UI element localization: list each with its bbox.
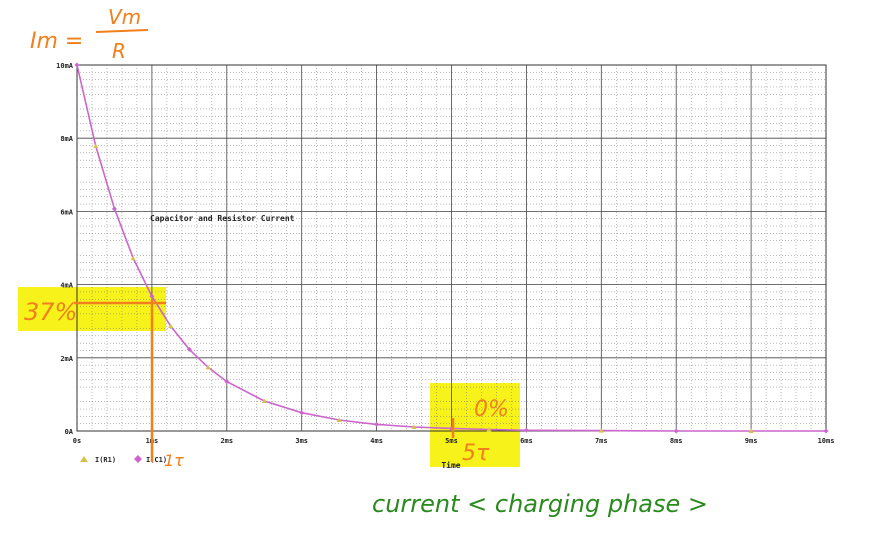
label-1tau: 1τ — [164, 451, 184, 470]
formula-lhs: Im = — [30, 29, 83, 54]
series-layer — [74, 62, 829, 434]
legend-marker-ic1 — [134, 455, 142, 463]
chart-title: Capacitor and Resistor Current — [150, 213, 295, 223]
x-tick-label: 4ms — [370, 437, 383, 445]
point-ir1 — [261, 398, 267, 403]
point-ir1 — [748, 428, 754, 433]
x-tick-label: 7ms — [595, 437, 608, 445]
point-ir1 — [486, 427, 492, 432]
legend-marker-ir1 — [80, 456, 88, 462]
y-tick-label: 6mA — [60, 208, 73, 216]
fraction-bar — [95, 29, 149, 33]
caption: current < charging phase > — [372, 490, 708, 518]
x-tick-label: 6ms — [520, 437, 533, 445]
point-ir1 — [205, 364, 211, 370]
point-ic1 — [74, 62, 80, 68]
point-ic1 — [149, 293, 155, 299]
x-tick-label: 9ms — [745, 437, 758, 445]
formula-denominator: R — [112, 39, 126, 63]
formula-numerator: Vm — [108, 5, 141, 29]
label-37-pct: 37% — [24, 298, 77, 326]
x-tick-label: 3ms — [295, 437, 308, 445]
tau-annotations: 37% 1τ 0% 5τ — [24, 298, 509, 470]
point-ir1 — [93, 143, 99, 148]
x-tick-label: 10ms — [818, 437, 835, 445]
x-tick-label: 8ms — [670, 437, 683, 445]
y-tick-label: 8mA — [60, 135, 73, 143]
point-ic1 — [299, 410, 305, 416]
y-tick-label: 0A — [65, 428, 74, 436]
point-ir1 — [168, 323, 174, 328]
x-tick-labels: 0s1ms2ms3ms4ms5ms6ms7ms8ms9ms10ms — [73, 437, 835, 445]
point-ir1 — [598, 428, 604, 433]
point-ir1 — [130, 255, 136, 261]
y-tick-label: 2mA — [60, 355, 73, 363]
minor-grid — [77, 65, 826, 431]
legend-label-ic1: I(C1) — [146, 456, 167, 464]
point-ic1 — [186, 346, 192, 352]
point-ir1 — [336, 417, 342, 423]
x-tick-label: 0s — [73, 437, 81, 445]
y-tick-label: 4mA — [60, 282, 73, 290]
legend: I(R1) I(C1) — [80, 455, 167, 464]
highlight-5tau — [430, 383, 520, 467]
x-axis-label: Time — [441, 460, 460, 470]
point-ic1 — [224, 379, 230, 385]
label-0-pct: 0% — [474, 397, 509, 422]
x-tick-label: 2ms — [220, 437, 233, 445]
point-ir1 — [411, 424, 417, 429]
point-ic1 — [523, 427, 529, 433]
point-ic1 — [823, 428, 829, 434]
x-tick-label: 5ms — [445, 437, 458, 445]
point-ic1 — [374, 421, 380, 427]
label-5tau: 5τ — [462, 441, 490, 466]
point-ic1 — [673, 428, 679, 434]
legend-label-ir1: I(R1) — [95, 456, 116, 464]
formula-annotation: Im = Vm R — [30, 5, 149, 63]
y-tick-label: 10mA — [56, 62, 74, 70]
point-ic1 — [111, 206, 117, 212]
y-tick-labels: 0A 2mA 4mA 6mA 8mA 10mA — [56, 62, 74, 436]
major-grid — [77, 65, 826, 431]
